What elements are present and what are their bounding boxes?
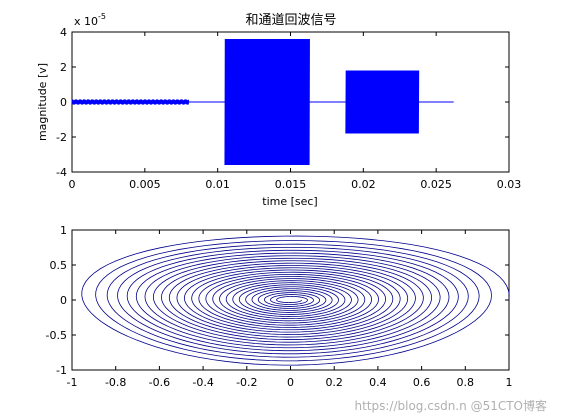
top-x-tick-label: 0.02 xyxy=(351,178,376,191)
bottom-x-tick-label: -1 xyxy=(67,376,78,389)
bottom-x-tick-label: -0.4 xyxy=(192,376,213,389)
top-signal-burst-core xyxy=(224,99,310,105)
top-x-tick-label: 0.005 xyxy=(129,178,161,191)
bottom-plot-area: -1 -0.8 -0.6 -0.4 -0.2 0 0.2 0.4 0.6 0.8 1 1 0.5 0 -0.… xyxy=(46,224,513,389)
top-y-tick-label: 2 xyxy=(60,61,67,74)
top-y-axis-label: magnitude [v] xyxy=(36,63,49,141)
top-chart-title: 和通道回波信号 xyxy=(245,13,336,28)
bottom-spiral-curve xyxy=(81,235,510,366)
watermark-url: https://blog.csdn.n xyxy=(354,399,467,413)
bottom-x-tick-label: -0.6 xyxy=(149,376,170,389)
bottom-x-tick-label: 0.8 xyxy=(457,376,475,389)
top-y-tick-label: 0 xyxy=(60,96,67,109)
bottom-y-tick-label: 1 xyxy=(60,224,67,237)
watermark-brand: @51CTO博客 xyxy=(470,399,547,413)
top-x-tick-label: 0.025 xyxy=(420,178,452,191)
top-x-tick-label: 0.01 xyxy=(205,178,230,191)
top-x-tick-label: 0 xyxy=(69,178,76,191)
bottom-y-tick-label: 0.5 xyxy=(50,259,68,272)
bottom-y-tick-label: 0 xyxy=(60,294,67,307)
top-x-tick-label: 0.03 xyxy=(497,178,522,191)
bottom-y-tick-label: -1 xyxy=(56,364,67,377)
bottom-x-tick-label: 0.2 xyxy=(325,376,343,389)
top-y-tick-label: 4 xyxy=(60,26,67,39)
bottom-x-tick-label: 0.6 xyxy=(413,376,431,389)
top-signal-burst-core xyxy=(345,99,419,105)
watermark: https://blog.csdn.n @51CTO博客 xyxy=(355,397,548,414)
top-signal-noise xyxy=(71,99,190,105)
top-exponent-label: x 10-5 xyxy=(74,12,106,28)
top-y-tick-label: -4 xyxy=(56,166,67,179)
bottom-subplot: -1 -0.8 -0.6 -0.4 -0.2 0 0.2 0.4 0.6 0.8 1 1 0.5 0 -0.… xyxy=(46,224,513,389)
bottom-y-tick-label: -0.5 xyxy=(46,329,67,342)
bottom-x-tick-label: 0.4 xyxy=(369,376,387,389)
top-x-axis-label: time [sec] xyxy=(262,195,317,208)
bottom-x-tick-label: -0.8 xyxy=(105,376,126,389)
top-x-tick-label: 0.015 xyxy=(275,178,307,191)
top-subplot: 和通道回波信号 x 10-5 0 0.005 0.01 0.015 0.02 0.025 0… xyxy=(36,12,521,208)
top-plot-area: 0 0.005 0.01 0.015 0.02 0.025 0.03 4 2 0 -2 -4 xyxy=(56,26,521,191)
bottom-x-tick-label: -0.2 xyxy=(236,376,257,389)
bottom-x-tick-label: 0 xyxy=(287,376,294,389)
bottom-x-tick-label: 1 xyxy=(506,376,513,389)
top-y-tick-label: -2 xyxy=(56,131,67,144)
